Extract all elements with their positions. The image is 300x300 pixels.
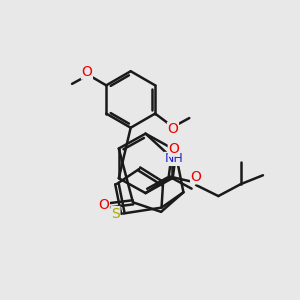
Text: O: O [167,122,178,136]
Text: O: O [190,170,202,184]
Text: O: O [82,65,92,79]
Text: NH: NH [164,152,183,165]
Text: O: O [98,198,109,212]
Text: S: S [111,207,120,220]
Text: O: O [168,142,179,156]
